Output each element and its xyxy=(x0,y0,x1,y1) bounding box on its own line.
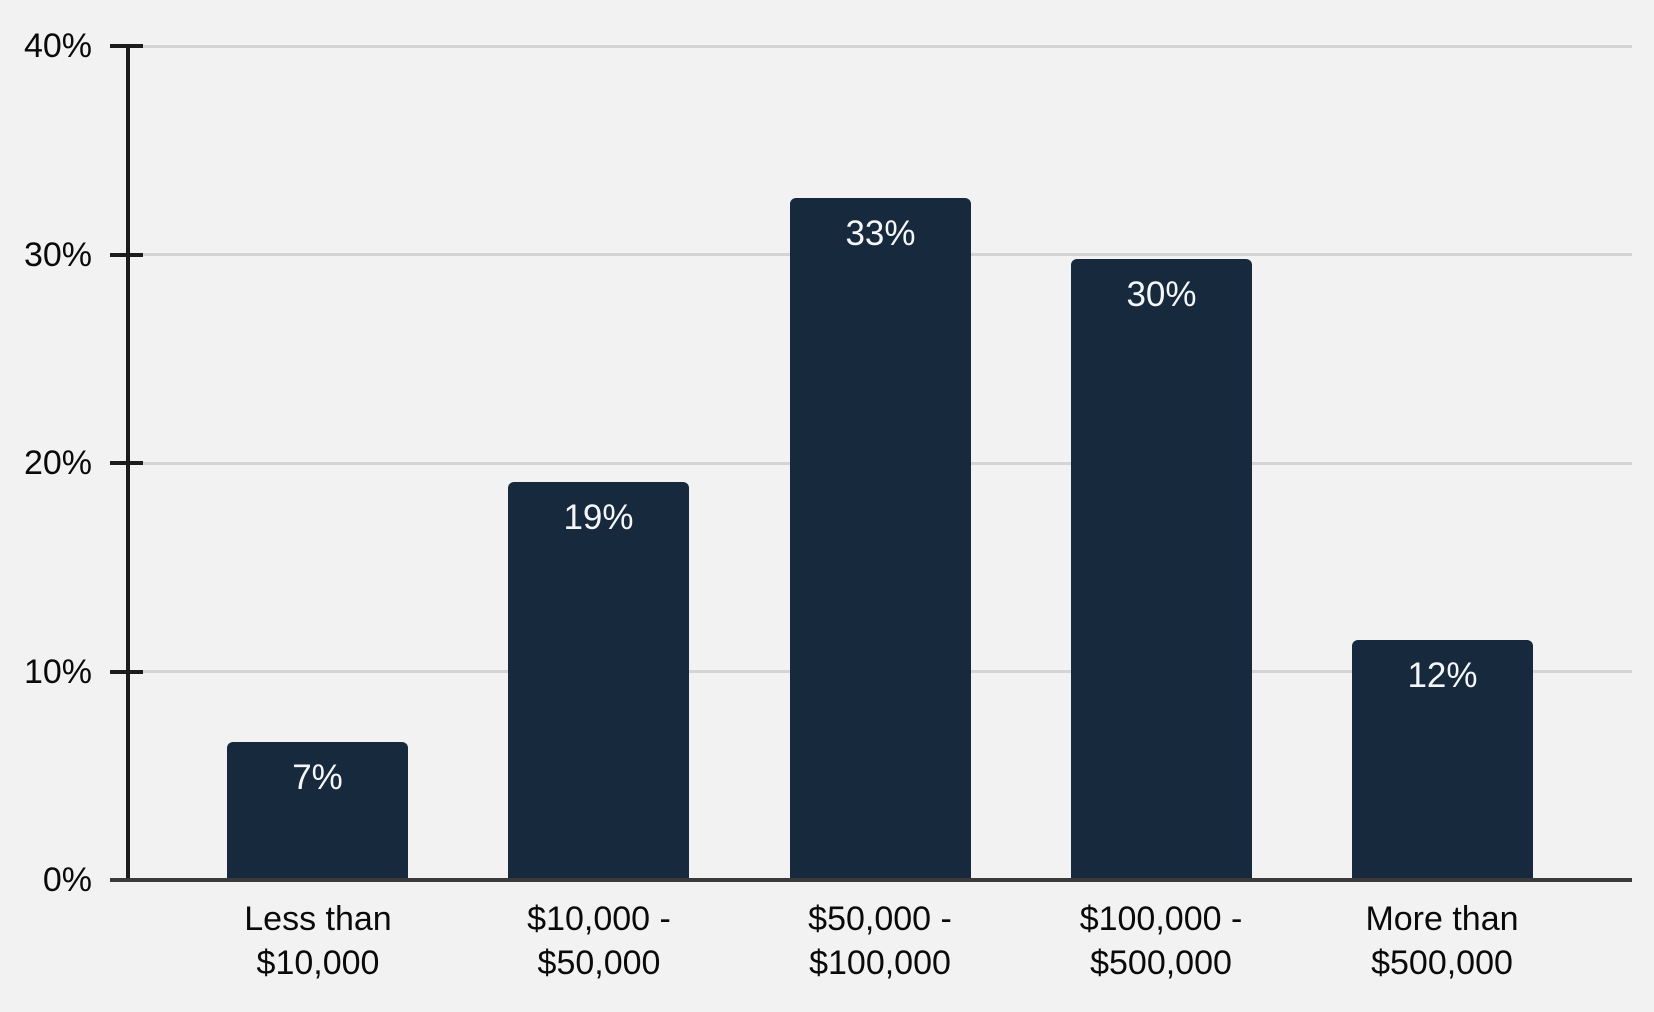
bar: 30% xyxy=(1071,259,1252,880)
y-tick-label: 0% xyxy=(42,861,92,899)
x-category-label: More than $500,000 xyxy=(1365,900,1519,982)
bar-value-label: 19% xyxy=(563,498,634,537)
x-axis-line xyxy=(110,878,1632,882)
bar: 33% xyxy=(790,198,971,880)
gridline xyxy=(128,45,1632,48)
y-tick-label: 20% xyxy=(23,444,92,482)
y-axis-line xyxy=(126,44,130,880)
bar-value-label: 12% xyxy=(1407,656,1478,695)
bar: 7% xyxy=(227,742,408,880)
x-category-label: $50,000 - $100,000 xyxy=(808,900,952,982)
y-tick-label: 40% xyxy=(23,27,92,65)
y-tick-label: 10% xyxy=(23,653,92,691)
x-category-label: $10,000 - $50,000 xyxy=(527,900,671,982)
bar: 12% xyxy=(1352,640,1533,880)
bar-value-label: 30% xyxy=(1126,275,1197,314)
x-category-label: $100,000 - $500,000 xyxy=(1079,900,1243,982)
bar: 19% xyxy=(508,482,689,880)
bar-value-label: 33% xyxy=(845,214,916,253)
x-category-label: Less than $10,000 xyxy=(244,900,392,982)
y-tick-label: 30% xyxy=(23,236,92,274)
bar-value-label: 7% xyxy=(292,758,343,797)
